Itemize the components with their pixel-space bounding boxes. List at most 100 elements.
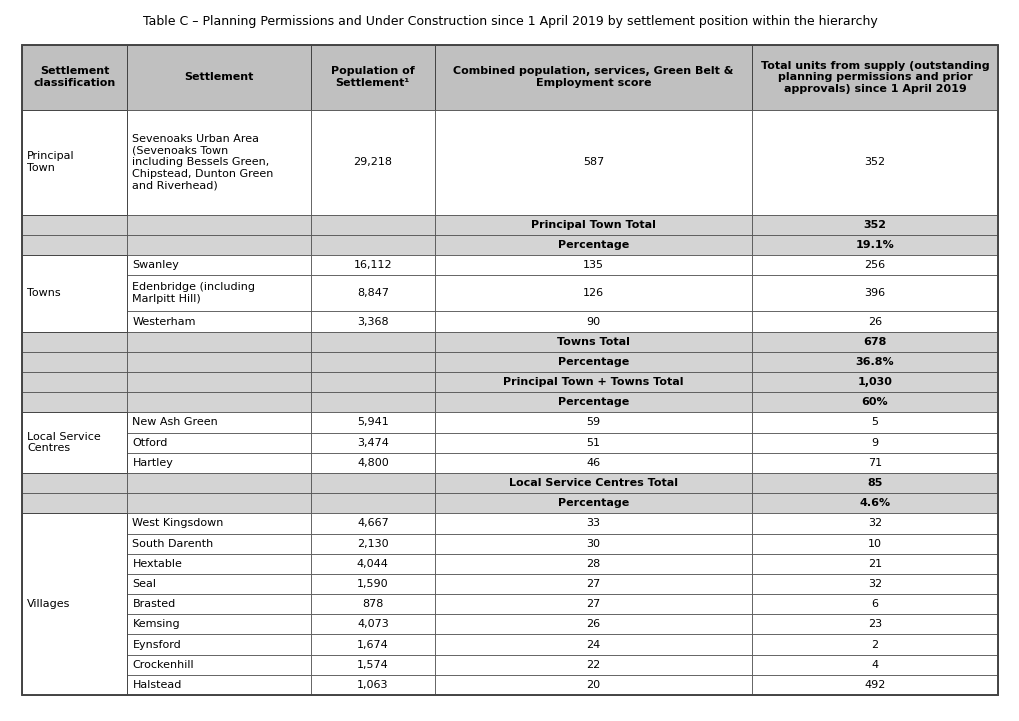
Text: Swanley: Swanley [132, 260, 179, 270]
Bar [127, 614, 311, 634]
Bar [22, 110, 127, 215]
Bar [22, 513, 127, 534]
Bar [751, 594, 997, 614]
Text: Percentage: Percentage [557, 357, 629, 367]
Bar [434, 433, 751, 453]
Bar [311, 513, 434, 534]
Bar [22, 412, 127, 473]
Bar [127, 45, 311, 110]
Bar [434, 473, 751, 493]
Text: 4,044: 4,044 [357, 559, 388, 569]
Bar [434, 675, 751, 695]
Bar [434, 534, 751, 554]
Bar [22, 255, 127, 332]
Text: 4.6%: 4.6% [859, 498, 890, 508]
Text: Principal Town + Towns Total: Principal Town + Towns Total [502, 377, 683, 387]
Bar [311, 110, 434, 215]
Text: Hartley: Hartley [132, 458, 173, 468]
Text: Seal: Seal [132, 579, 156, 589]
Bar [751, 392, 997, 412]
Text: 1,674: 1,674 [357, 640, 388, 650]
Text: 135: 135 [583, 260, 603, 270]
Bar [22, 392, 127, 412]
Bar [311, 45, 434, 110]
Bar [751, 235, 997, 255]
Bar [311, 412, 434, 433]
Text: Settlement: Settlement [184, 72, 254, 82]
Bar [434, 493, 751, 513]
Text: Total units from supply (outstanding
planning permissions and prior
approvals) s: Total units from supply (outstanding pla… [760, 61, 988, 94]
Bar [311, 372, 434, 392]
Text: 46: 46 [586, 458, 600, 468]
Text: 3,474: 3,474 [357, 438, 388, 448]
Bar [127, 332, 311, 352]
Bar [751, 453, 997, 473]
Text: Villages: Villages [26, 599, 70, 609]
Text: 32: 32 [867, 518, 881, 528]
Text: Settlement
classification: Settlement classification [34, 66, 116, 88]
Bar [311, 534, 434, 554]
Text: 126: 126 [582, 288, 603, 298]
Bar [127, 110, 311, 215]
Bar [751, 255, 997, 275]
Text: 5,941: 5,941 [357, 417, 388, 428]
Bar [22, 493, 127, 513]
Text: 878: 878 [362, 599, 383, 609]
Bar [434, 311, 751, 332]
Bar [434, 634, 751, 655]
Bar [434, 412, 751, 433]
Text: Principal
Town: Principal Town [26, 151, 74, 173]
Bar [434, 235, 751, 255]
Text: 16,112: 16,112 [354, 260, 391, 270]
Text: 396: 396 [864, 288, 884, 298]
Text: 2,130: 2,130 [357, 539, 388, 549]
Bar [751, 110, 997, 215]
Bar [434, 392, 751, 412]
Bar [22, 311, 127, 332]
Bar [311, 554, 434, 574]
Bar [22, 255, 127, 275]
Text: Principal Town Total: Principal Town Total [531, 220, 655, 230]
Text: Halstead: Halstead [132, 680, 181, 690]
Text: 51: 51 [586, 438, 600, 448]
Bar [751, 275, 997, 311]
Bar [311, 594, 434, 614]
Bar [311, 493, 434, 513]
Bar [751, 473, 997, 493]
Text: 71: 71 [867, 458, 881, 468]
Bar [22, 614, 127, 634]
Bar [434, 655, 751, 675]
Bar [127, 655, 311, 675]
Bar [127, 311, 311, 332]
Bar [311, 275, 434, 311]
Bar [127, 594, 311, 614]
Bar [22, 574, 127, 594]
Bar [434, 45, 751, 110]
Bar [434, 110, 751, 215]
Text: 32: 32 [867, 579, 881, 589]
Bar [22, 275, 127, 311]
Text: 5: 5 [870, 417, 877, 428]
Bar [434, 372, 751, 392]
Bar [127, 675, 311, 695]
Bar [127, 473, 311, 493]
Bar [22, 594, 127, 614]
Bar [22, 534, 127, 554]
Bar [22, 655, 127, 675]
Text: 29,218: 29,218 [353, 157, 392, 167]
Bar [127, 453, 311, 473]
Bar [311, 574, 434, 594]
Text: Sevenoaks Urban Area
(Sevenoaks Town
including Bessels Green,
Chipstead, Dunton : Sevenoaks Urban Area (Sevenoaks Town inc… [132, 134, 273, 190]
Bar [751, 332, 997, 352]
Text: Table C – Planning Permissions and Under Construction since 1 April 2019 by sett: Table C – Planning Permissions and Under… [143, 15, 876, 29]
Text: 1,030: 1,030 [857, 377, 892, 387]
Text: Towns Total: Towns Total [556, 337, 630, 347]
Text: 1,590: 1,590 [357, 579, 388, 589]
Text: Kemsing: Kemsing [132, 619, 180, 629]
Text: 4,800: 4,800 [357, 458, 388, 468]
Text: 492: 492 [863, 680, 884, 690]
Bar [127, 433, 311, 453]
Bar [22, 634, 127, 655]
Bar [311, 473, 434, 493]
Bar [434, 255, 751, 275]
